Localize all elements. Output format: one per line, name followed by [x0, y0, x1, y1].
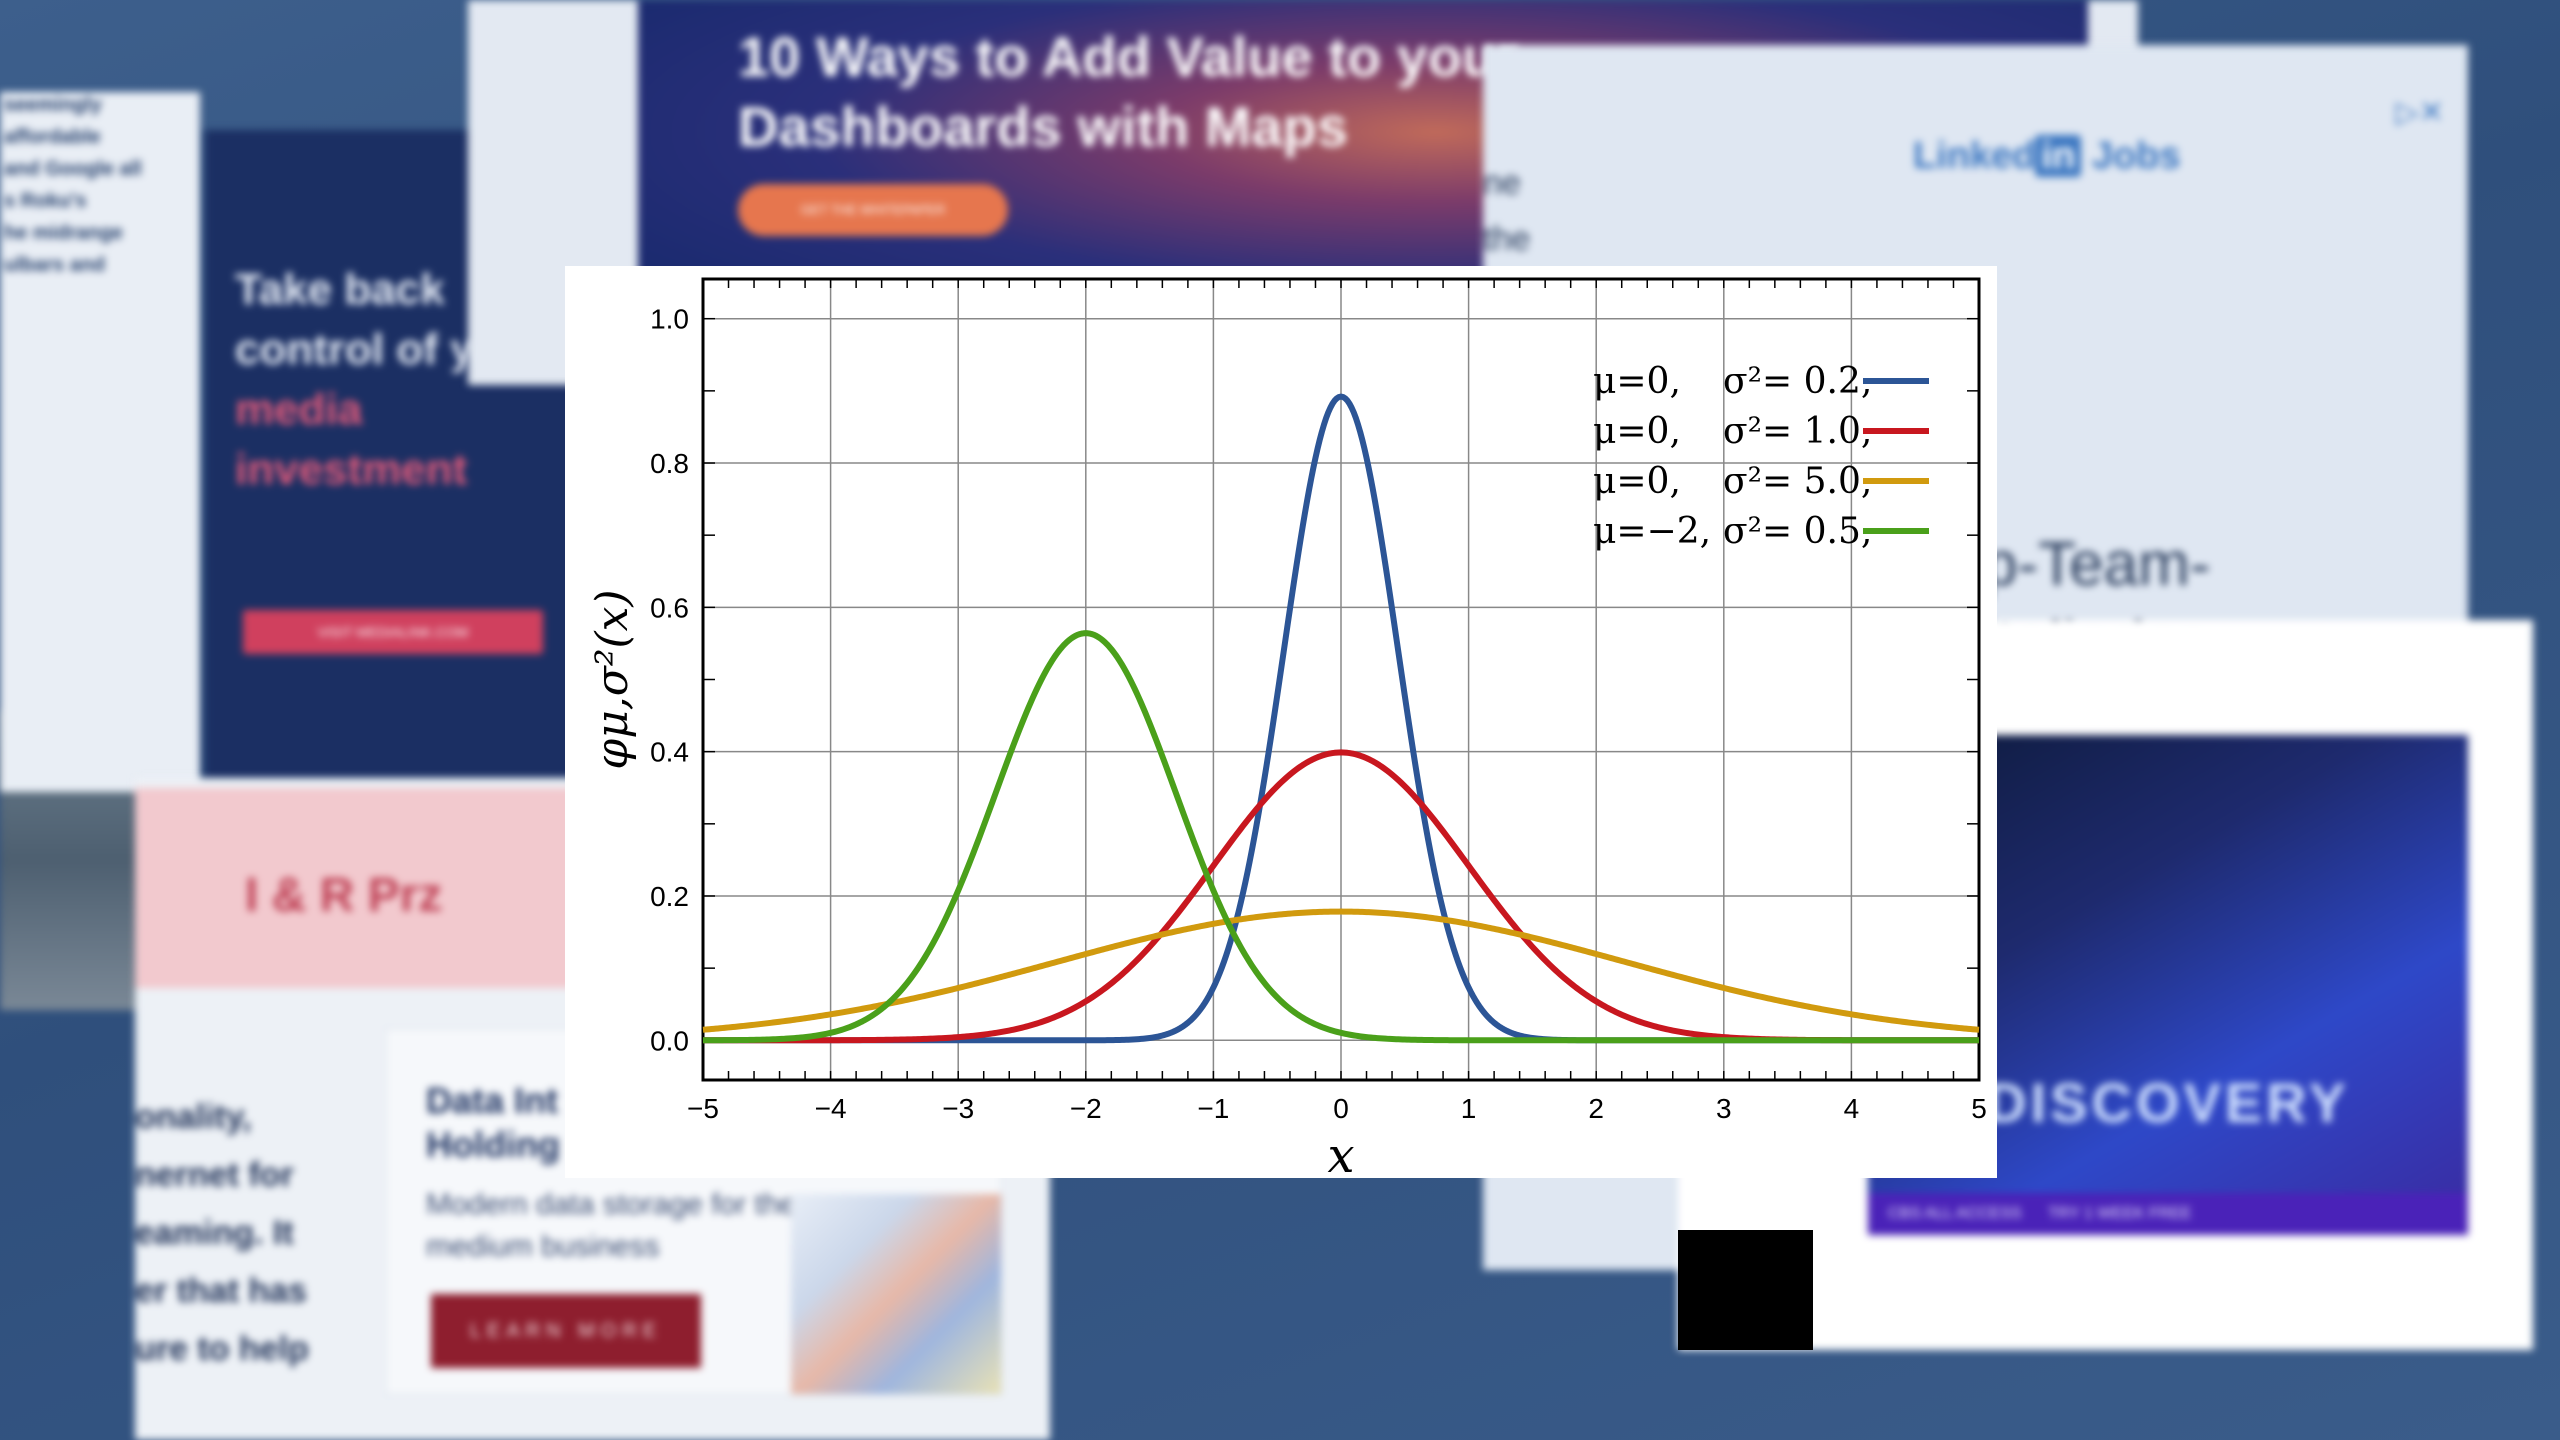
x-tick-label: −4	[815, 1093, 847, 1124]
legend-sigma-label: σ²= 0.2,	[1723, 361, 1872, 402]
x-tick-label: 2	[1588, 1093, 1604, 1124]
x-tick-label: 3	[1716, 1093, 1732, 1124]
ad-headline-line: Dashboards with Maps	[738, 95, 1348, 158]
copy-line: eaming. It	[135, 1214, 294, 1252]
x-tick-label: 4	[1844, 1093, 1860, 1124]
ad-headline-highlight: media investment	[235, 385, 468, 494]
card-image	[791, 1194, 1001, 1394]
card-headline-line: Holding	[426, 1124, 560, 1165]
ad-headline: 10 Ways to Add Value to your Dashboards …	[738, 22, 1638, 162]
y-tick-label: 0.6	[650, 592, 689, 623]
card-subtitle: Modern data storage for the medium busin…	[426, 1188, 797, 1263]
ad-cta-button[interactable]: VISIT MEDIALINK.COM	[243, 610, 543, 654]
series-line	[702, 908, 1980, 1033]
ad-cta-button[interactable]: GET THE WHITEPAPER	[738, 184, 1008, 236]
y-tick-label: 0.0	[650, 1025, 689, 1056]
legend-sigma-label: σ²= 0.5,	[1723, 511, 1872, 552]
ad-side-text: ne the	[1483, 155, 1530, 267]
card-headline-line: Data Int	[426, 1080, 559, 1121]
ad-headline-line: 10 Ways to Add Value to your	[738, 25, 1519, 88]
normal-distribution-chart: −5 −4 −3 −2 −1 0 1 2 3 4 5 0.0 0.2 0.4 0.6 0.8 1.0 x φμ,σ²…	[565, 266, 1997, 1178]
legend-sigma-label: σ²= 5.0,	[1723, 461, 1872, 502]
logo-suffix: Jobs	[2091, 135, 2181, 177]
snippet-line: and Google all	[4, 158, 142, 180]
strip-brand: CBS ALL ACCESS	[1888, 1205, 2022, 1222]
x-tick-label: −1	[1197, 1093, 1229, 1124]
logo-badge: in	[2035, 135, 2082, 177]
black-block	[1678, 1230, 1813, 1350]
big-line: p-Team-	[1983, 530, 2211, 599]
y-tick-label: 0.2	[650, 881, 689, 912]
strip-cta: TRY 1 WEEK FREE	[2048, 1205, 2192, 1222]
legend-mu-label: μ=0,	[1593, 411, 1681, 452]
adchoices-icon[interactable]: ▷✕	[2395, 96, 2444, 129]
x-tick-label: 1	[1461, 1093, 1477, 1124]
banner-text: I & R Prz	[245, 869, 443, 922]
learn-more-button[interactable]: LEARN MORE	[431, 1294, 701, 1368]
show-title: DISCOVERY	[1986, 1071, 2350, 1134]
legend-mu-label: μ=0,	[1593, 461, 1681, 502]
copy-line: ure to help	[135, 1330, 309, 1368]
logo-text: Linked	[1913, 135, 2036, 177]
text-snippet-ad: seemingly affordable and Google all s Ro…	[0, 92, 200, 792]
legend-mu-label: μ=−2,	[1593, 511, 1711, 552]
x-tick-label: −2	[1070, 1093, 1102, 1124]
article-copy: onality, nernet for eaming. It er that h…	[135, 1088, 309, 1378]
snippet-line: ulbars and	[4, 254, 106, 276]
series-line	[702, 630, 1980, 1044]
x-tick-label: 0	[1333, 1093, 1349, 1124]
snippet-line: he midrange	[4, 222, 123, 244]
card-headline: Data Int Holding	[426, 1079, 560, 1167]
x-tick-label: −3	[942, 1093, 974, 1124]
linkedin-logo: Linked in Jobs	[1913, 135, 2181, 178]
copy-line: nernet for	[135, 1156, 294, 1194]
snippet-line: s Roku's	[4, 190, 87, 212]
plot-frame	[701, 277, 1981, 1082]
chart-svg: −5 −4 −3 −2 −1 0 1 2 3 4 5 0.0 0.2 0.4 0.6 0.8 1.0 x φμ,σ²…	[587, 277, 1987, 1178]
side-line: the	[1483, 220, 1531, 258]
copy-line: er that has	[135, 1272, 307, 1310]
y-tick-label: 1.0	[650, 304, 689, 335]
y-tick-label: 0.8	[650, 448, 689, 479]
snippet-line: seemingly	[4, 94, 102, 116]
snippet-line: affordable	[4, 126, 101, 148]
x-tick-label: 5	[1971, 1093, 1987, 1124]
legend-mu-label: μ=0,	[1593, 361, 1681, 402]
y-axis-label: φμ,σ²(x)	[587, 589, 638, 769]
x-axis-label: x	[1327, 1128, 1354, 1178]
copy-line: onality,	[135, 1098, 252, 1136]
poster-strip[interactable]: CBS ALL ACCESS TRY 1 WEEK FREE	[1868, 1193, 2468, 1235]
side-line: ne	[1483, 164, 1521, 202]
legend-sigma-label: σ²= 1.0,	[1723, 411, 1872, 452]
y-tick-label: 0.4	[650, 737, 689, 768]
x-tick-label: −5	[687, 1093, 719, 1124]
